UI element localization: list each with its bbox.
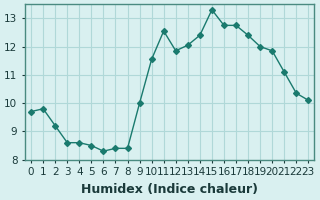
X-axis label: Humidex (Indice chaleur): Humidex (Indice chaleur)	[81, 183, 258, 196]
